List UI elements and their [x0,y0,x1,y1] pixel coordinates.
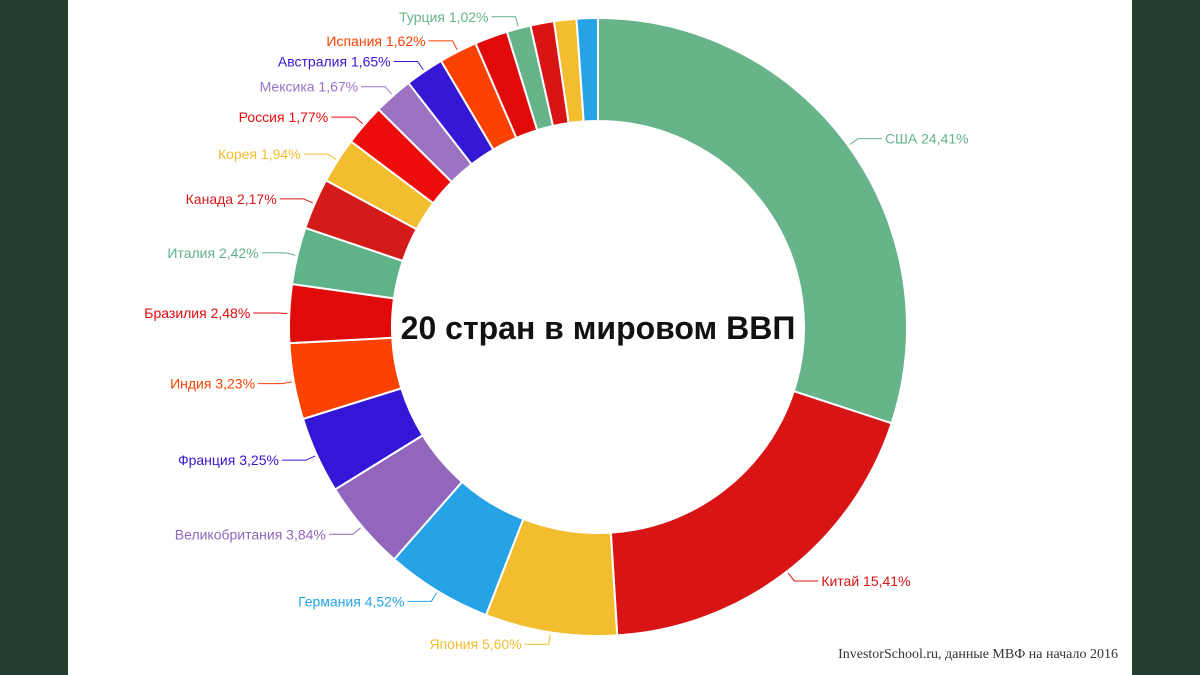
slice-label: Германия 4,52% [298,593,404,609]
leader-line [261,252,296,256]
slice-label: Корея 1,94% [218,146,301,162]
leader-line [787,572,819,582]
leader-line [407,592,438,602]
leader-line [258,381,292,385]
slice-label: Китай 15,41% [821,573,910,589]
leader-line [279,198,314,204]
leader-line [393,60,424,71]
leader-line [524,634,551,645]
slice-label: Великобритания 3,84% [175,526,326,542]
leader-line [331,116,364,124]
slice-label: США 24,41% [885,131,969,147]
slide: США 24,41% Китай 15,41% Япония 5,60% Герман… [68,0,1132,675]
slice-label: Мексика 1,67% [260,79,359,95]
slice-label: Австралия 1,65% [278,53,391,69]
slice-label: Россия 1,77% [239,109,329,125]
leader-line [361,86,393,95]
leader-line [428,40,458,50]
donut-slice [597,16,908,425]
donut-chart: США 24,41% Китай 15,41% Япония 5,60% Герман… [144,9,968,652]
slice-label: Бразилия 2,48% [144,305,250,321]
leader-line [491,16,519,27]
slice-label: Япония 5,60% [429,636,521,652]
leader-line [281,455,316,461]
leader-line [328,527,361,535]
slice-label: Италия 2,42% [167,245,258,261]
slice-label: Испания 1,62% [326,33,425,49]
slice-label: Индия 3,23% [170,376,255,392]
donut-slices [288,16,908,637]
slice-label: Канада 2,17% [186,191,277,207]
donut-slice [609,389,893,637]
slice-label: Франция 3,25% [178,452,279,468]
source-note: InvestorSchool.ru, данные МВФ на начало … [838,647,1118,662]
slice-labels: США 24,41% Китай 15,41% Япония 5,60% Герман… [144,9,968,652]
chart-title: 20 стран в мировом ВВП [401,310,796,346]
slice-label: Турция 1,02% [399,9,488,25]
donut-slice [575,16,599,123]
leader-line [303,153,337,160]
leader-line [849,138,882,145]
